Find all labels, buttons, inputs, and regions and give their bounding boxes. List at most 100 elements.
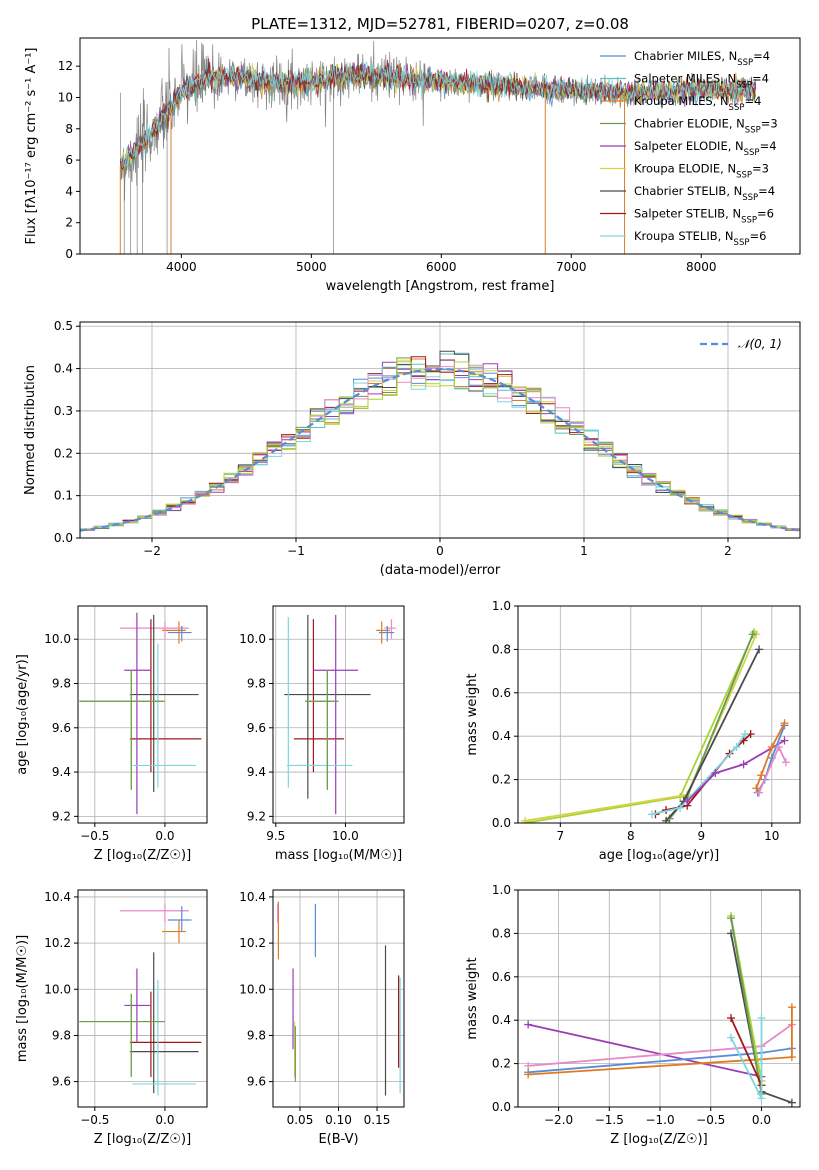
- y-tick-label: 0.6: [492, 970, 511, 984]
- y-tick-label: 4: [65, 184, 73, 198]
- legend-entry: Salpeter STELIB, NSSP=6: [634, 207, 774, 226]
- weight-marker: [767, 743, 776, 752]
- weight-line-5: [651, 733, 746, 816]
- weight-marker: [780, 719, 789, 728]
- legend-entry: Kroupa ELODIE, NSSP=3: [634, 162, 769, 181]
- axes-frame: [77, 889, 208, 1108]
- y-tick-label: 0.8: [492, 926, 511, 940]
- plot-area-residuals: [80, 350, 800, 533]
- x-tick-label: 8: [627, 829, 635, 843]
- y-tick-label: 9.2: [52, 809, 71, 823]
- weight-marker: [781, 758, 790, 767]
- weight-marker: [739, 760, 748, 769]
- x-tick-label: 5000: [296, 260, 327, 274]
- plot-area-age_vs_mass: [284, 614, 396, 815]
- x-tick-label: 0.0: [752, 1113, 771, 1127]
- x-axis-label: (data-model)/error: [380, 563, 501, 578]
- weight-line-6: [730, 918, 763, 1095]
- y-tick-label: 1.0: [492, 883, 511, 897]
- weight-marker: [787, 1098, 796, 1107]
- y-tick-label: 9.4: [52, 765, 71, 779]
- legend-entry-name: Kroupa STELIB, N: [634, 229, 734, 243]
- axes-frame: [272, 605, 405, 824]
- weight-marker: [727, 1033, 736, 1042]
- y-axis-label: Flux [fλ10⁻¹⁷ erg cm⁻² s⁻¹ A⁻¹]: [24, 48, 39, 245]
- legend-entry-sub: SSP: [741, 216, 757, 226]
- weight-line-3: [528, 1007, 793, 1076]
- weight-marker: [727, 914, 736, 923]
- legend-entry-tail: =6: [757, 207, 774, 221]
- y-axis-label: age [log₁₀(age/yr)]: [15, 654, 30, 775]
- legend-entry-name: Salpeter ELODIE, N: [634, 139, 744, 153]
- y-tick-label: 0.1: [54, 489, 73, 503]
- y-tick-label: 9.8: [52, 677, 71, 691]
- x-tick-label: 0: [436, 544, 444, 558]
- y-tick-label: 9.6: [247, 1075, 266, 1089]
- y-axis-label: mass weight: [465, 957, 480, 1039]
- x-axis-label: E(B-V): [318, 1132, 358, 1147]
- y-tick-label: 9.6: [247, 721, 266, 735]
- chart-mass_vs_EBV: 0.05 0.10 0.15 9.6 9.8 10.0 10.2 10.4 E(B-V): [239, 889, 405, 1147]
- legend-entry-name: Kroupa MILES, N: [634, 94, 729, 108]
- x-tick-label: 1: [580, 544, 588, 558]
- legend-entry: Chabrier STELIB, NSSP=4: [634, 184, 775, 203]
- x-tick-label: 0.0: [155, 1113, 174, 1127]
- weight-marker: [780, 736, 789, 745]
- legend-entry-tail: =4: [758, 184, 775, 198]
- y-tick-label: 10.0: [239, 632, 266, 646]
- chart-mass_vs_Z: −0.5 0.0 9.6 9.8 10.0 10.2 10.4 Z [log₁₀(Z/Z☉)]…: [15, 889, 208, 1147]
- y-axis-label: mass weight: [465, 673, 480, 755]
- plot-area-age_vs_Z: [79, 612, 202, 815]
- x-tick-label: −1: [287, 544, 305, 558]
- y-tick-label: 0.4: [54, 362, 73, 376]
- x-tick-label: 4000: [166, 260, 197, 274]
- plot-area-mass_vs_Z: [79, 903, 202, 1096]
- weight-line-0: [527, 1023, 762, 1078]
- x-tick-label: 7: [556, 829, 564, 843]
- legend-entry-sub: SSP: [734, 238, 750, 248]
- weight-marker: [662, 816, 671, 823]
- y-tick-label: 0.2: [54, 446, 73, 460]
- legend-entry: Kroupa MILES, NSSP=4: [634, 94, 761, 113]
- legend-entry: Chabrier ELODIE, NSSP=3: [634, 117, 778, 136]
- y-tick-label: 0.0: [492, 816, 511, 830]
- y-tick-label: 0: [65, 247, 73, 261]
- weight-line-7: [756, 725, 786, 794]
- axes-frame: [517, 889, 801, 1108]
- y-tick-label: 12: [58, 59, 73, 73]
- x-tick-label: 7000: [556, 260, 587, 274]
- legend-entry-sub: SSP: [744, 148, 760, 158]
- legend-entry-name: Chabrier STELIB, N: [634, 184, 742, 198]
- weight-line-8: [755, 722, 786, 789]
- y-tick-label: 0.6: [492, 686, 511, 700]
- y-tick-label: 9.6: [52, 721, 71, 735]
- y-tick-label: 0.5: [54, 319, 73, 333]
- legend-entry-sub: SSP: [736, 171, 752, 181]
- y-axis-label: mass [log₁₀(M/M☉)]: [15, 935, 30, 1062]
- legend-entry-tail: =4: [753, 49, 770, 63]
- x-tick-label: 0.10: [325, 1113, 352, 1127]
- x-tick-label: −1.5: [595, 1113, 624, 1127]
- y-tick-label: 0.2: [492, 773, 511, 787]
- y-tick-label: 0.0: [492, 1100, 511, 1114]
- plot-area-massweight_vs_age: [521, 628, 790, 823]
- weight-marker: [752, 784, 761, 793]
- y-tick-label: 10.2: [239, 936, 266, 950]
- y-tick-label: 9.8: [247, 677, 266, 691]
- plot-area-spectrum: [119, 39, 757, 254]
- legend-entry-name: Salpeter STELIB, N: [634, 207, 741, 221]
- legend-entry: Salpeter MILES, NSSP=4: [634, 72, 769, 91]
- axes-frame: [77, 605, 208, 824]
- y-tick-label: 9.8: [52, 1028, 71, 1042]
- histogram-10: [80, 361, 800, 533]
- legend-entry-name: Chabrier ELODIE, N: [634, 117, 745, 131]
- plot-area-mass_vs_EBV: [277, 901, 401, 1096]
- weight-marker: [757, 771, 766, 780]
- weight-marker: [757, 1094, 766, 1103]
- weight-marker: [524, 1070, 533, 1079]
- weight-marker: [757, 1014, 766, 1023]
- chart-massweight_vs_age: 7 8 9 10 0.0 0.2 0.4 0.6 0.8 1.0 age [log₁₀(age/yr…: [465, 599, 801, 863]
- y-tick-label: 0.8: [492, 642, 511, 656]
